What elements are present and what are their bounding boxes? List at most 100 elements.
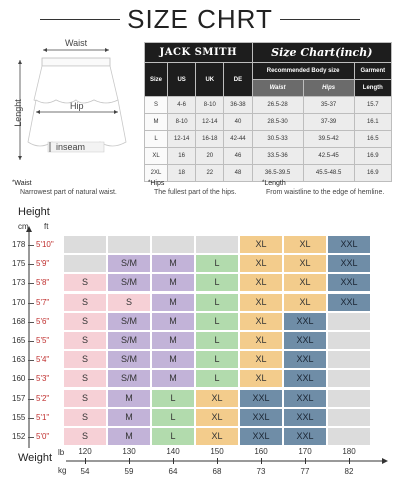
weight-lb-label: 160 bbox=[254, 447, 268, 456]
height-unit-cm: cm bbox=[18, 222, 29, 231]
subheader-hips: Hips bbox=[302, 79, 355, 97]
cell-uk: 20 bbox=[195, 147, 225, 165]
chart-title: Size Chart(inch) bbox=[251, 42, 393, 63]
size-cell: M bbox=[108, 408, 150, 426]
size-cell bbox=[64, 255, 106, 273]
cell-us: 18 bbox=[167, 164, 197, 182]
size-cell bbox=[64, 236, 106, 253]
size-cell: M bbox=[108, 428, 150, 445]
size-cell: S bbox=[64, 293, 106, 311]
cell-uk: 8-10 bbox=[195, 96, 225, 114]
hip-label: Hip bbox=[70, 101, 84, 111]
height-cm-label: 155 bbox=[12, 412, 26, 422]
header-us: US bbox=[167, 62, 197, 97]
size-cell: L bbox=[196, 255, 238, 273]
size-cell: XL bbox=[240, 293, 282, 311]
weight-axis-arrow bbox=[66, 458, 388, 464]
size-cell: XXL bbox=[284, 332, 326, 349]
size-cell: S bbox=[64, 351, 106, 369]
note-asterisk: * bbox=[148, 180, 151, 186]
height-ft-label: 5'3" bbox=[36, 374, 50, 384]
height-tick bbox=[28, 321, 34, 323]
height-tick bbox=[28, 283, 34, 285]
size-cell: XL bbox=[196, 389, 238, 407]
weight-kg-label: 59 bbox=[124, 467, 134, 476]
table-row: 2XL 18 22 48 36.5-39.5 45.5-48.5 16.9 bbox=[143, 164, 393, 182]
size-cell: XXL bbox=[284, 351, 326, 369]
size-cell: S/M bbox=[108, 351, 150, 369]
inseam-label: inseam bbox=[56, 142, 86, 152]
size-cell: S bbox=[64, 408, 106, 426]
size-cell bbox=[108, 236, 150, 253]
size-cell: XXL bbox=[284, 408, 326, 426]
size-cell: XL bbox=[284, 255, 326, 273]
weight-kg-label: 77 bbox=[300, 467, 310, 476]
size-cell bbox=[196, 236, 238, 253]
size-cell: XL bbox=[240, 312, 282, 330]
height-ft-label: 5'2" bbox=[36, 393, 50, 403]
size-cell bbox=[328, 408, 370, 426]
size-cell: XL bbox=[240, 255, 282, 273]
height-tick bbox=[28, 360, 34, 362]
size-cell: S bbox=[64, 389, 106, 407]
cell-us: 12-14 bbox=[167, 130, 197, 148]
note-waist: *Waist Narrowest part of natural waist. bbox=[12, 180, 152, 196]
height-ft-label: 5'5" bbox=[36, 336, 50, 345]
size-cell: XXL bbox=[328, 293, 370, 311]
size-cell: S/M bbox=[108, 370, 150, 388]
height-axis-title: Height bbox=[18, 206, 50, 218]
weight-kg-label: 82 bbox=[344, 467, 354, 476]
weight-unit-lb: lb bbox=[58, 448, 65, 457]
cell-length: 16.9 bbox=[353, 164, 393, 182]
height-tick bbox=[28, 437, 34, 438]
size-cell: L bbox=[196, 351, 238, 369]
title-rule-left bbox=[40, 19, 120, 20]
size-cell: XL bbox=[196, 408, 238, 426]
cell-waist: 36.5-39.5 bbox=[251, 164, 304, 182]
height-ft-label: 5'6" bbox=[36, 316, 50, 326]
size-cell: S/M bbox=[108, 255, 150, 273]
size-cell: XL bbox=[284, 274, 326, 292]
table-header-row: Size US UK DE Recommended Body size Garm… bbox=[143, 62, 393, 97]
size-cell: L bbox=[152, 428, 194, 445]
size-cell: M bbox=[108, 389, 150, 407]
size-cell bbox=[152, 236, 194, 253]
cell-uk: 16-18 bbox=[195, 130, 225, 148]
height-ft-label: 5'0" bbox=[36, 432, 50, 441]
note-term-hips: Hips bbox=[150, 180, 165, 187]
size-cell: XL bbox=[240, 351, 282, 369]
height-cm-label: 178 bbox=[12, 240, 26, 249]
cell-size: 2XL bbox=[143, 164, 169, 182]
title-bar: SIZE CHRT bbox=[0, 4, 400, 36]
table-row: S 4-6 8-10 36-38 26.5-28 35-37 15.7 bbox=[143, 96, 393, 114]
height-cm-label: 152 bbox=[12, 432, 26, 441]
size-cell: L bbox=[196, 332, 238, 349]
cell-de: 48 bbox=[223, 164, 253, 182]
size-cell: XXL bbox=[284, 389, 326, 407]
height-ft-label: 5'1" bbox=[36, 412, 50, 422]
cell-hips: 45.5-48.5 bbox=[302, 164, 355, 182]
size-chart-table: JACK SMITH Size Chart(inch) Size US UK D… bbox=[143, 42, 393, 182]
height-cm-label: 170 bbox=[12, 297, 26, 307]
note-term-waist: Waist bbox=[14, 180, 32, 187]
cell-de: 46 bbox=[223, 147, 253, 165]
height-tick bbox=[28, 417, 34, 419]
size-cell: M bbox=[152, 255, 194, 273]
header-uk: UK bbox=[195, 62, 225, 97]
size-cell bbox=[328, 428, 370, 445]
height-unit-ft: ft bbox=[44, 222, 49, 231]
height-cm-label: 163 bbox=[12, 355, 26, 365]
size-cell: M bbox=[152, 332, 194, 349]
size-cell: M bbox=[152, 370, 194, 388]
height-axis-arrow bbox=[26, 226, 32, 448]
skirt-illustration bbox=[18, 48, 127, 160]
subheader-waist: Waist bbox=[251, 79, 304, 97]
height-cm-label: 173 bbox=[12, 278, 26, 288]
height-tick bbox=[28, 264, 34, 266]
weight-kg-label: 54 bbox=[80, 467, 90, 476]
waist-label: Waist bbox=[65, 38, 88, 48]
size-cell: L bbox=[196, 312, 238, 330]
height-cm-label: 157 bbox=[12, 393, 26, 403]
weight-kg-label: 64 bbox=[168, 467, 178, 476]
